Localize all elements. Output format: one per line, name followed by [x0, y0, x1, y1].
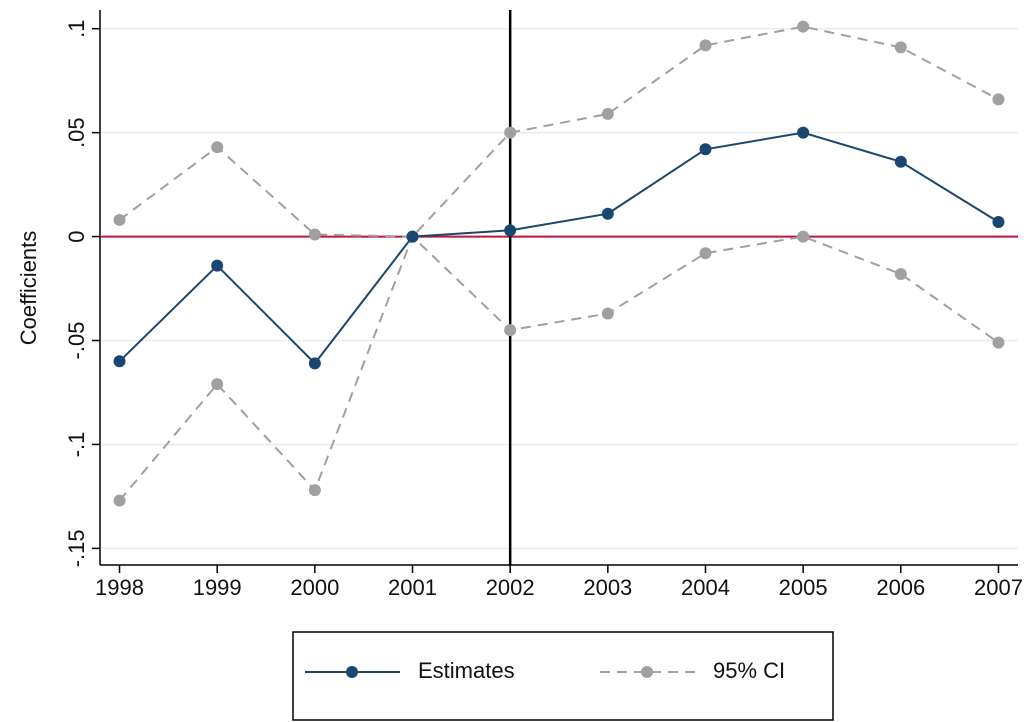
ci-lower-point	[308, 484, 321, 497]
legend-marker	[346, 666, 358, 678]
y-tick-label: .05	[64, 117, 89, 148]
series-line-point	[211, 259, 224, 272]
x-tick-label: 2000	[290, 575, 339, 600]
ci-upper-point	[797, 20, 810, 33]
series-line-point	[113, 355, 126, 368]
legend-label: Estimates	[418, 658, 515, 683]
ci-upper-point	[113, 213, 126, 226]
legend-box	[292, 631, 834, 721]
series-line-point	[504, 224, 517, 237]
x-tick-label: 2007	[974, 575, 1023, 600]
ci-upper	[118, 25, 999, 238]
y-tick-label: 0	[64, 230, 89, 242]
legend-marker	[641, 666, 653, 678]
ci-lower	[118, 234, 1000, 502]
series-line-point	[992, 216, 1005, 229]
ci-lower-point	[211, 378, 224, 391]
ci-lower-point	[797, 230, 810, 243]
ci-upper-point	[699, 39, 712, 52]
ci-upper-point	[211, 141, 224, 154]
x-tick-label: 2003	[583, 575, 632, 600]
series-line-point	[894, 155, 907, 168]
series-line-point	[308, 357, 321, 370]
legend-label: 95% CI	[713, 658, 785, 683]
y-tick-label: .1	[64, 20, 89, 38]
x-tick-label: 2001	[388, 575, 437, 600]
y-tick-label: -.05	[64, 322, 89, 360]
series-line	[118, 131, 999, 365]
x-tick-label: 1998	[95, 575, 144, 600]
ci-upper-point	[992, 93, 1005, 106]
x-tick-label: 2004	[681, 575, 730, 600]
series-line-point	[406, 230, 419, 243]
ci-lower-point	[113, 494, 126, 507]
series-line-point	[797, 126, 810, 139]
x-tick-label: 2006	[876, 575, 925, 600]
ci-upper-point	[504, 126, 517, 139]
ci-lower-point	[992, 336, 1005, 349]
ci-upper-point	[894, 41, 907, 54]
ci-lower-point	[601, 307, 614, 320]
x-tick-label: 1999	[193, 575, 242, 600]
y-tick-label: -.15	[64, 529, 89, 567]
y-axis-label: Coefficients	[16, 231, 41, 346]
series-line-point	[699, 143, 712, 156]
ci-upper-point	[601, 107, 614, 120]
legend: Estimates 95% CI	[292, 631, 834, 721]
ci-lower-point	[699, 247, 712, 260]
series-line-point	[601, 207, 614, 220]
ci-lower-point	[894, 267, 907, 280]
ci-upper-point	[308, 228, 321, 241]
y-tick-label: -.1	[64, 432, 89, 458]
x-tick-label: 2005	[779, 575, 828, 600]
ci-lower-point	[504, 324, 517, 337]
x-tick-label: 2002	[486, 575, 535, 600]
